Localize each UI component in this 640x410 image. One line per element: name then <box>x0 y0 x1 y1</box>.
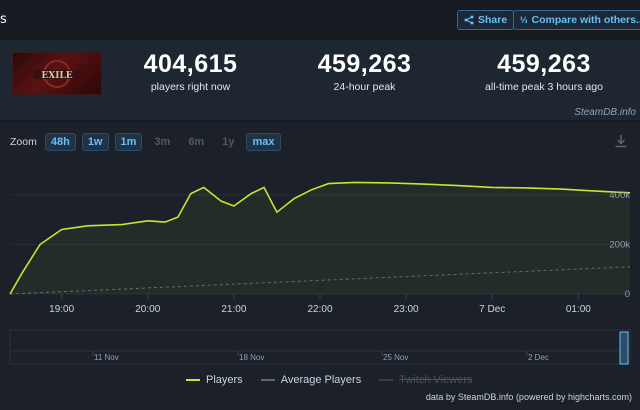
compare-button[interactable]: ⅓ Compare with others... <box>513 10 640 30</box>
y-tick-label: 400k <box>609 190 630 201</box>
average-line <box>9 266 631 295</box>
x-tick-label: 22:00 <box>307 304 332 315</box>
zoom-1y-button[interactable]: 1y <box>222 136 235 148</box>
game-logo: EXILE <box>12 52 102 95</box>
top-bar: s Share ⅓ Compare with others... <box>0 0 640 38</box>
zoom-3m-button[interactable]: 3m <box>154 136 171 148</box>
navigator-label: 2 Dec <box>528 353 549 362</box>
player-chart: 0 200k 400k 19:00 20:00 21:00 22:00 23:00 7 Dec… <box>9 181 631 365</box>
navigator-label: 11 Nov <box>94 353 119 362</box>
peak24-label: 24-hour peak <box>333 81 396 93</box>
alltime-peak-label: all-time peak 3 hours ago <box>485 81 603 93</box>
stat-alltime-peak: 459,263 all-time peak 3 hours ago <box>474 50 614 93</box>
players-area <box>10 182 630 294</box>
stat-current: 404,615 players right now <box>128 50 253 93</box>
compare-label: Compare with others... <box>531 14 640 26</box>
navigator-label: 18 Nov <box>239 353 264 362</box>
players-line <box>9 181 631 295</box>
footer-credit[interactable]: data by SteamDB.info (powered by highcha… <box>425 392 632 402</box>
download-icon[interactable] <box>614 134 628 148</box>
navigator-label: 25 Nov <box>383 353 408 362</box>
svg-text:EXILE: EXILE <box>41 71 72 81</box>
zoom-label: Zoom <box>10 136 37 148</box>
zoom-1m-button[interactable]: 1m <box>114 133 143 151</box>
legend-average[interactable]: Average Players <box>260 374 362 386</box>
legend-twitch[interactable]: Twitch Viewers <box>379 374 472 386</box>
alltime-peak-value: 459,263 <box>497 50 591 78</box>
legend-players[interactable]: Players <box>186 374 243 386</box>
legend-players-label: Players <box>206 374 243 386</box>
chart-legend: Players Average Players Twitch Viewers <box>186 374 472 386</box>
current-players-value: 404,615 <box>143 50 238 78</box>
legend-players-swatch <box>186 379 200 381</box>
current-players-label: players right now <box>150 81 231 93</box>
y-tick-label: 0 <box>625 289 630 300</box>
x-tick-label: 20:00 <box>135 304 160 315</box>
share-button[interactable]: Share <box>457 10 515 30</box>
share-icon <box>464 15 474 25</box>
navigator-handle <box>619 331 629 365</box>
app-title-fragment: s <box>0 12 7 27</box>
steamdb-credit[interactable]: SteamDB.info <box>574 107 636 118</box>
zoom-6m-button[interactable]: 6m <box>188 136 205 148</box>
x-tick-label: 23:00 <box>394 304 419 315</box>
compare-icon: ⅓ <box>520 15 528 25</box>
peak24-value: 459,263 <box>317 50 412 78</box>
zoom-1w-button[interactable]: 1w <box>81 133 109 151</box>
y-tick-label: 200k <box>609 239 630 250</box>
legend-twitch-label: Twitch Viewers <box>399 374 473 386</box>
stat-24h-peak: 459,263 24-hour peak <box>302 50 427 93</box>
x-tick-label: 21:00 <box>221 304 246 315</box>
legend-twitch-swatch <box>379 379 394 381</box>
zoom-bar: Zoom 48h 1w 1m 3m 6m 1y max <box>10 133 281 151</box>
navigator <box>9 329 631 365</box>
legend-average-swatch <box>260 379 275 381</box>
x-tick-label: 01:00 <box>566 304 591 315</box>
chart-area: Zoom 48h 1w 1m 3m 6m 1y max 0 200k 400k 19… <box>0 122 640 410</box>
x-tick-label: 19:00 <box>49 304 74 315</box>
zoom-48h-button[interactable]: 48h <box>44 133 76 151</box>
stats-panel: EXILE 404,615 players right now 459,263 … <box>0 40 640 120</box>
zoom-max-button[interactable]: max <box>246 133 281 151</box>
x-tick-label: 7 Dec <box>479 304 505 315</box>
share-label: Share <box>478 14 508 26</box>
legend-average-label: Average Players <box>280 374 362 386</box>
